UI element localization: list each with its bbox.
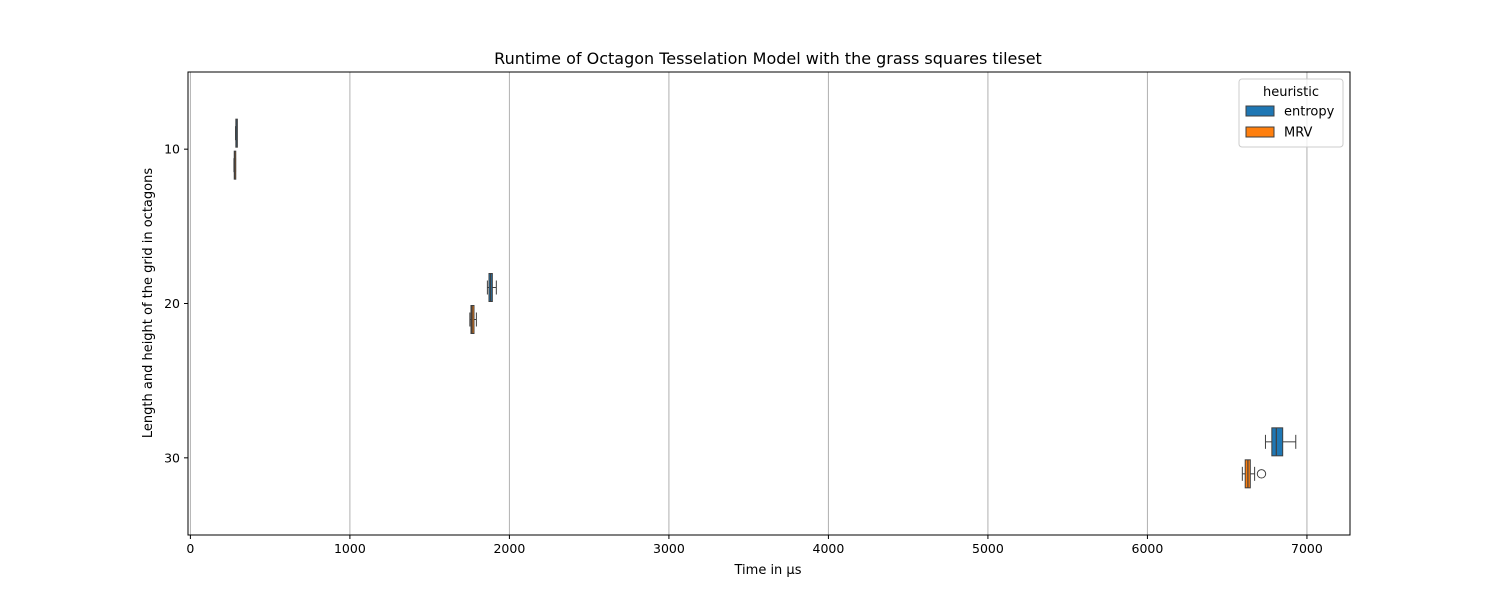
y-tick-label: 30 — [164, 450, 180, 465]
outlier-point — [1256, 469, 1267, 479]
x-gridlines — [189, 72, 1308, 535]
box-entropy-10 — [235, 118, 238, 148]
box-series — [233, 118, 1297, 489]
y-axis-label: Length and height of the grid in octagon… — [141, 168, 156, 438]
y-tick-label: 20 — [164, 296, 180, 311]
box-MRV-10 — [233, 150, 237, 180]
box-MRV-20 — [469, 305, 477, 334]
y-tick-label: 10 — [164, 142, 180, 157]
box-entropy-20 — [486, 273, 497, 302]
box-MRV-30 — [1241, 459, 1267, 489]
x-tick-label: 0 — [186, 541, 194, 556]
x-tick-label: 5000 — [972, 541, 1004, 556]
x-tick-label: 4000 — [813, 541, 845, 556]
legend-label-MRV: MRV — [1284, 126, 1313, 141]
x-axis-label: Time in µs — [734, 563, 802, 578]
box-iqr — [1271, 427, 1284, 457]
x-tick-label: 3000 — [653, 541, 685, 556]
legend: heuristic entropy MRV — [1238, 78, 1344, 148]
chart-title: Runtime of Octagon Tesselation Model wit… — [494, 49, 1042, 68]
legend-swatch-entropy — [1245, 105, 1275, 117]
x-tick-label: 7000 — [1291, 541, 1323, 556]
box-entropy-30 — [1264, 427, 1297, 457]
plot-area-frame — [187, 71, 1351, 536]
x-axis-ticks: 0 1000 2000 3000 4000 5000 6000 7000 — [186, 535, 1323, 556]
x-tick-label: 6000 — [1132, 541, 1164, 556]
x-tick-label: 2000 — [493, 541, 525, 556]
y-axis-ticks: 10 20 30 — [164, 142, 188, 465]
legend-title: heuristic — [1263, 85, 1319, 100]
legend-swatch-MRV — [1245, 126, 1275, 138]
x-tick-label: 1000 — [334, 541, 366, 556]
legend-label-entropy: entropy — [1284, 105, 1335, 120]
